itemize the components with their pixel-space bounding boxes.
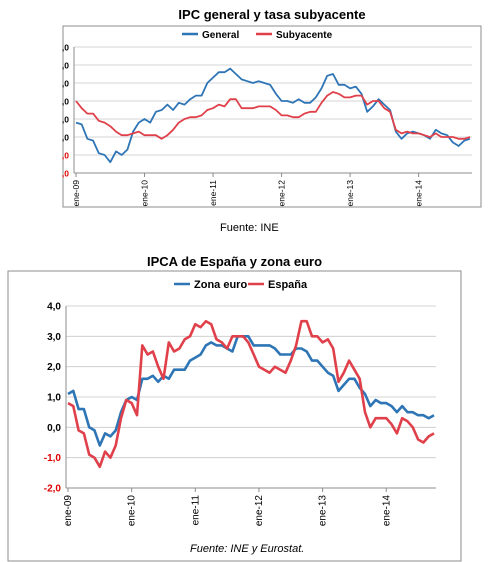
chart2-source-note: Fuente: INE y Eurostat. xyxy=(190,543,305,555)
chart2-ytick-5: -1,0 xyxy=(44,453,62,464)
chart2-xtick-3: ene-12 xyxy=(254,495,265,527)
chart2-xtick-0: ene-09 xyxy=(63,495,74,527)
chart1-ytick-2: 3,0 xyxy=(62,79,69,89)
chart1-frame xyxy=(62,25,482,208)
chart1-xtick-3: ene-12 xyxy=(277,180,287,207)
chart1-title: IPC general y tasa subyacente xyxy=(178,7,365,22)
chart1-ytick-7: -2,0 xyxy=(62,169,69,179)
chart1-xtick-2: ene-11 xyxy=(208,180,218,206)
chart2-ytick-0: 4,0 xyxy=(47,302,61,313)
chart2-ytick-6: -2,0 xyxy=(44,484,62,495)
chart1-series-line-0 xyxy=(75,67,471,164)
chart2-legend-label-1: España xyxy=(268,279,308,291)
chart1-legend-label-0: General xyxy=(202,30,239,41)
chart1-xtick-4: ene-13 xyxy=(345,180,355,207)
chart1-ytick-4: 1,0 xyxy=(62,115,69,125)
chart1-ytick-6: -1,0 xyxy=(62,151,69,161)
chart1-xtick-5: ene-14 xyxy=(414,180,424,207)
chart2-xtick-1: ene-10 xyxy=(127,495,138,527)
chart2-series-line-0 xyxy=(67,335,435,447)
chart2-title: IPCA de España y zona euro xyxy=(147,254,322,269)
chart1-xtick-0: ene-09 xyxy=(71,180,81,207)
chart1-legend-label-1: Subyacente xyxy=(276,30,333,41)
chart1-ytick-1: 4,0 xyxy=(62,61,69,71)
chart2-legend-label-0: Zona euro xyxy=(194,279,247,291)
chart2-ytick-1: 3,0 xyxy=(47,332,61,343)
chart2-frame xyxy=(7,270,462,562)
chart2-ytick-2: 2,0 xyxy=(47,362,61,373)
chart2-ytick-3: 1,0 xyxy=(47,393,61,404)
chart2-xtick-4: ene-13 xyxy=(318,495,329,527)
chart1-ytick-0: 5,0 xyxy=(62,43,69,53)
chart2-ytick-4: 0,0 xyxy=(47,423,61,434)
chart2-xtick-5: ene-14 xyxy=(381,495,392,527)
chart-ipca-espana-zona-euro: IPCA de España y zona euro Zona euro Españ… xyxy=(7,254,462,562)
chart1-source-note: Fuente: INE xyxy=(220,222,279,234)
chart1-ytick-3: 2,0 xyxy=(62,97,69,107)
chart1-xtick-1: ene-10 xyxy=(140,180,150,207)
chart2-xtick-2: ene-11 xyxy=(190,495,201,526)
chart1-ytick-5: 0,0 xyxy=(62,133,69,143)
chart2-series-line-1 xyxy=(67,319,435,469)
chart1-series-line-1 xyxy=(75,91,471,140)
chart-ipc-general-subyacente: IPC general y tasa subyacente General Suby… xyxy=(62,7,482,208)
